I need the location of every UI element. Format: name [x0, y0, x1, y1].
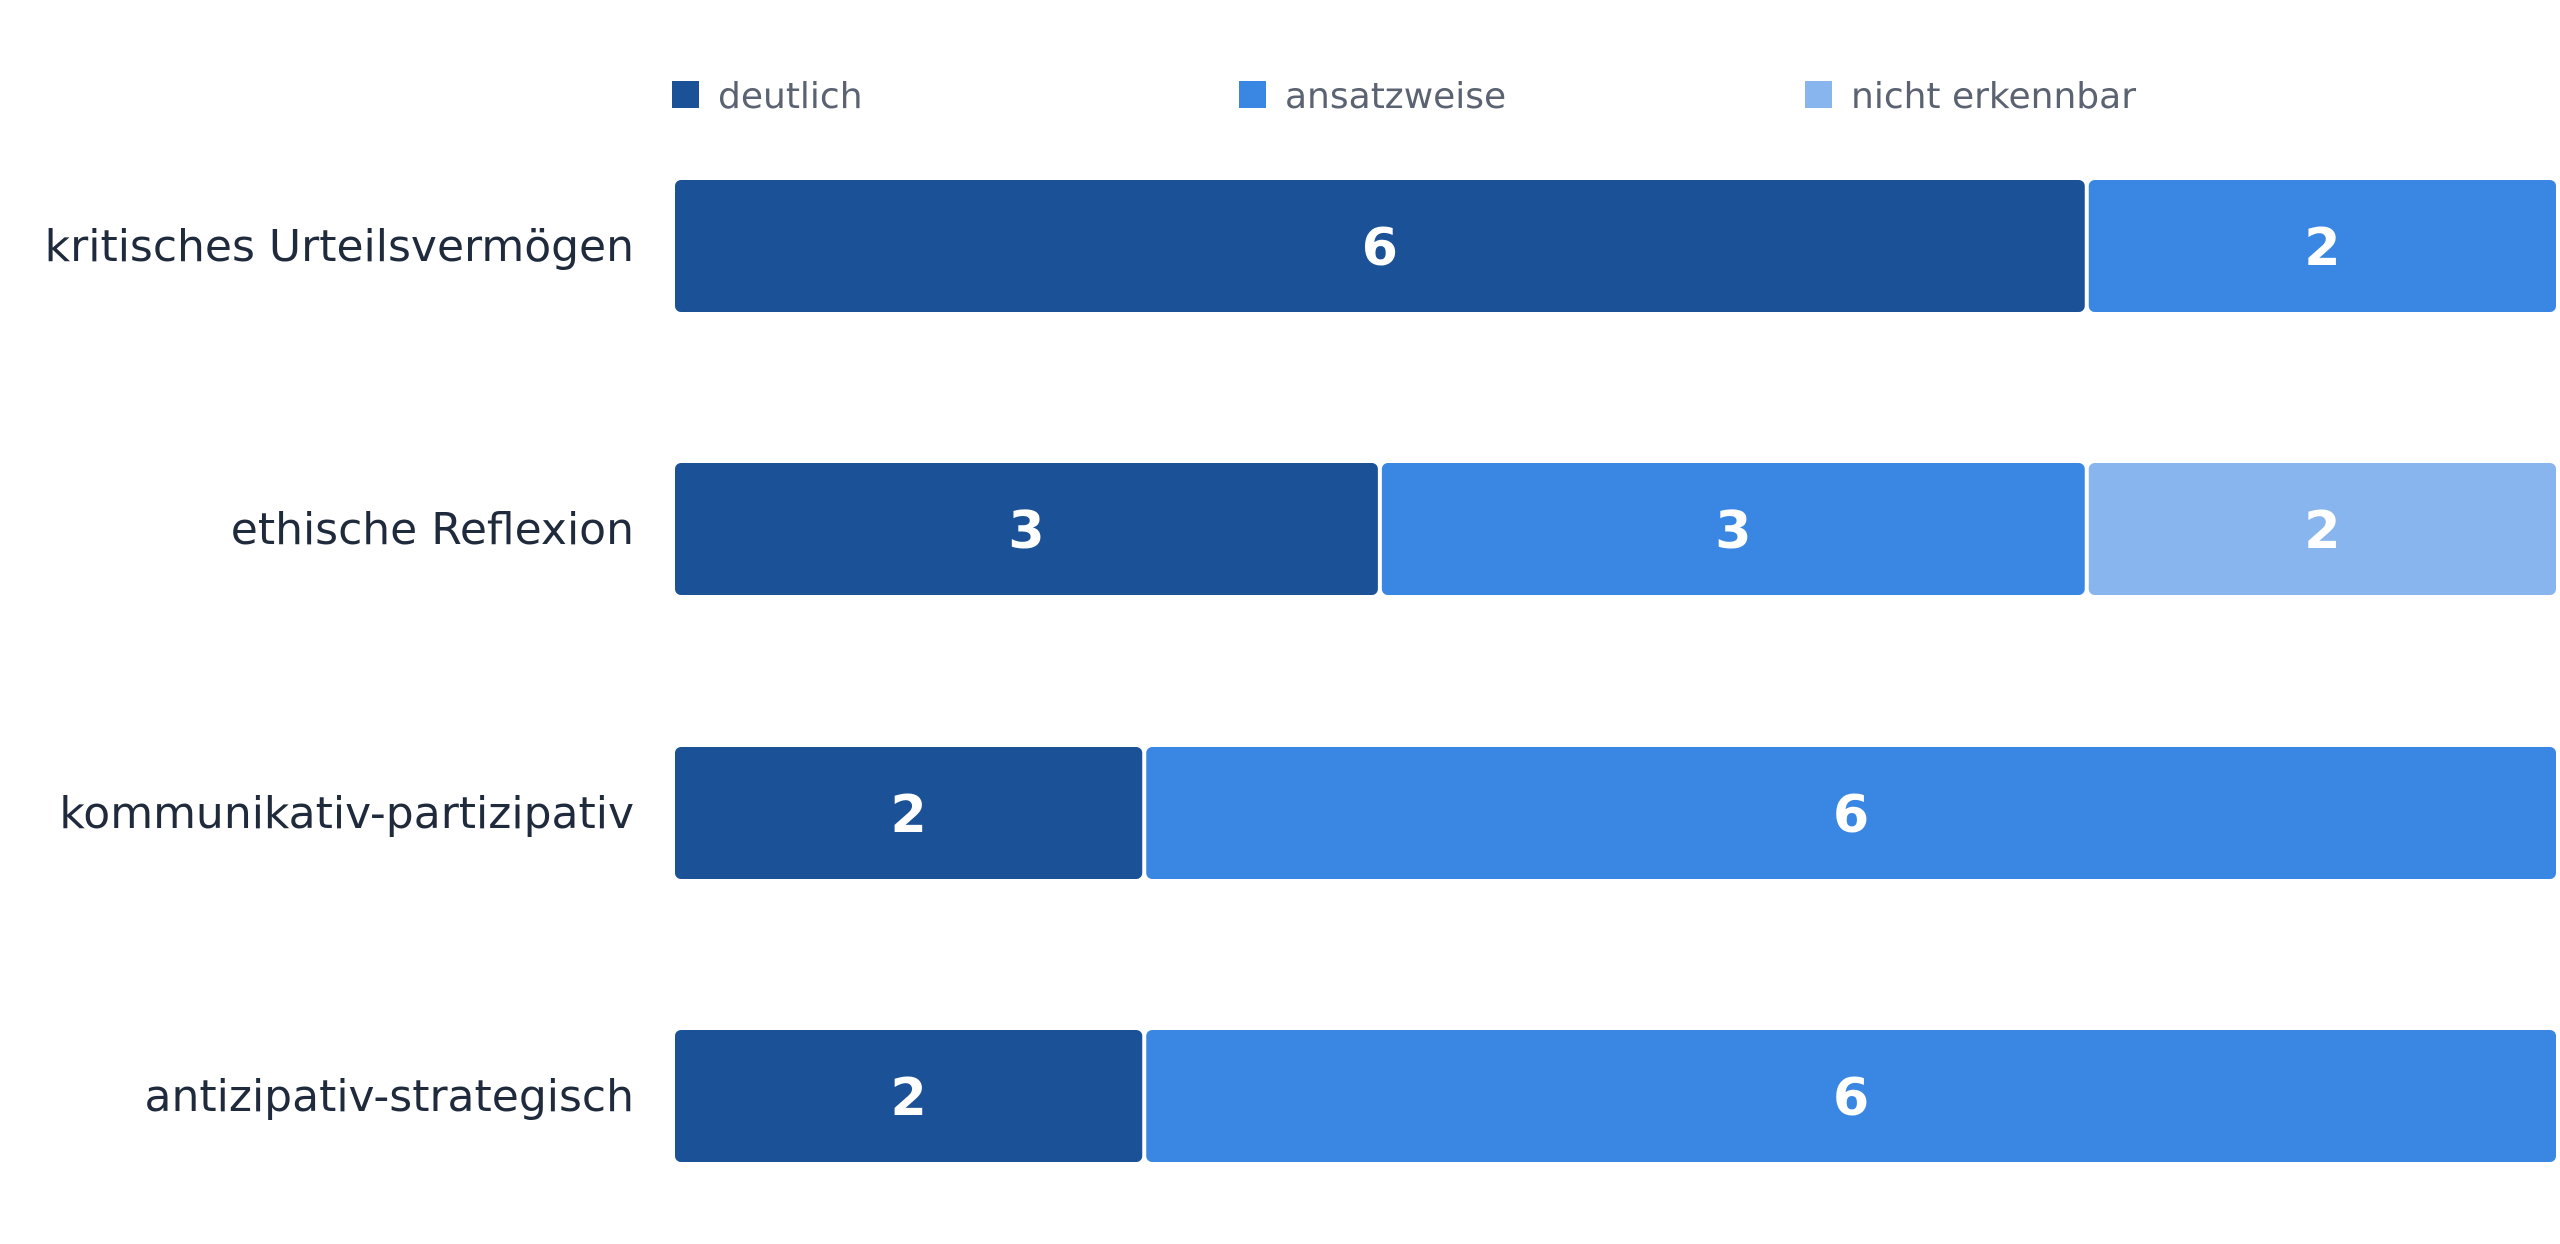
legend-label-ansatzweise: ansatzweise: [1285, 76, 1506, 117]
bar-value-label: 3: [1008, 501, 1044, 561]
legend-swatch-nicht-erkennbar: [1805, 81, 1832, 108]
legend-label-deutlich: deutlich: [718, 76, 863, 117]
bar-segment-ansatzweise: [1146, 747, 2556, 879]
category-label: antizipativ-strategisch: [145, 1071, 634, 1122]
bar-value-label: 6: [1833, 785, 1869, 845]
bar-segment-nicht-erkennbar: [2088, 463, 2556, 595]
bar-value-label: 2: [2304, 501, 2340, 561]
chart-legend: deutlich ansatzweise nicht erkennbar: [672, 76, 2136, 117]
bar-segment-deutlich: [675, 747, 1143, 879]
legend-label-nicht-erkennbar: nicht erkennbar: [1851, 76, 2136, 117]
bar-segment-deutlich: [675, 1030, 1143, 1162]
bar-segment-deutlich: [675, 463, 1378, 595]
bar-segments: 6 2 3 3 2 2 6 2 6: [675, 180, 2556, 1162]
bar-segment-deutlich: [675, 180, 2085, 312]
category-label: kritisches Urteilsvermögen: [45, 221, 634, 272]
bar-value-label: 3: [1715, 501, 1751, 561]
category-label: kommunikativ-partizipativ: [59, 788, 634, 839]
legend-swatch-ansatzweise: [1239, 81, 1266, 108]
legend-swatch-deutlich: [672, 81, 699, 108]
bar-value-label: 2: [891, 1068, 927, 1128]
bar-segment-ansatzweise: [1146, 1030, 2556, 1162]
category-axis-labels: kritisches Urteilsvermögen ethische Refle…: [45, 221, 634, 1122]
bar-value-label: 6: [1833, 1068, 1869, 1128]
category-label: ethische Reflexion: [231, 504, 634, 555]
bar-value-label: 2: [891, 785, 927, 845]
bar-value-label: 2: [2304, 218, 2340, 278]
bar-segment-ansatzweise: [1381, 463, 2085, 595]
bar-value-label: 6: [1362, 218, 1398, 278]
bar-segment-ansatzweise: [2088, 180, 2556, 312]
